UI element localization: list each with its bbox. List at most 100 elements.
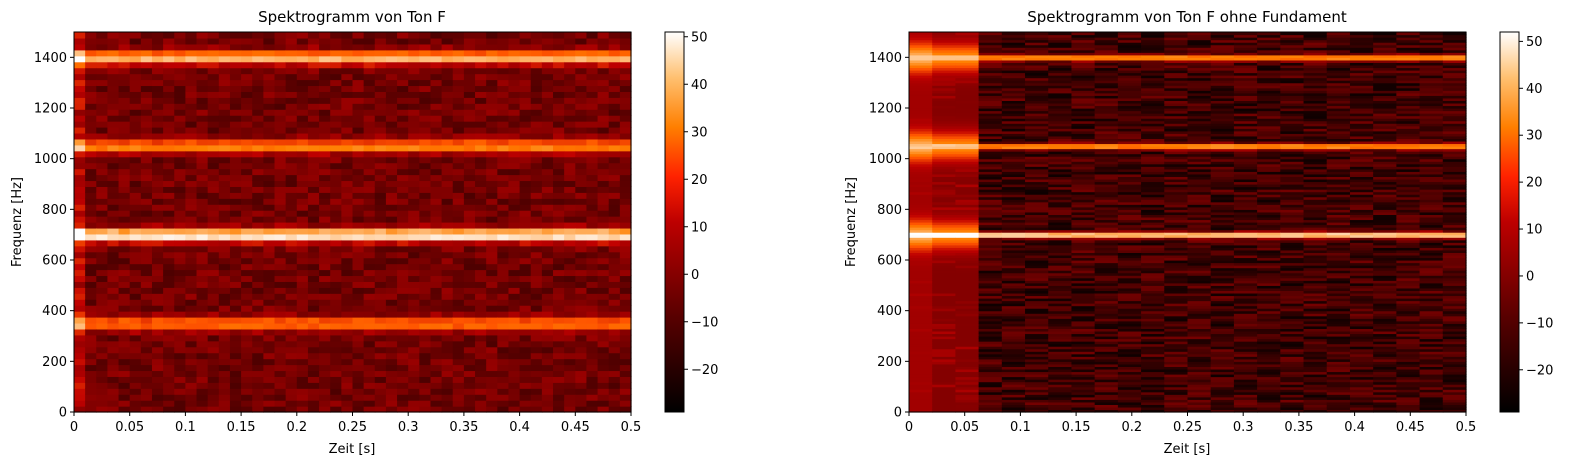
heatmap-cell [530,138,543,146]
heatmap-cell [341,239,354,247]
heatmap-cell [74,97,86,104]
heatmap-cell [408,346,420,354]
heatmap-cell [229,251,242,259]
heatmap-cell [1071,57,1096,61]
heatmap-cell [374,192,387,199]
heatmap-cell [619,115,632,122]
heatmap-cell [430,305,443,312]
heatmap-cell [978,315,1003,319]
heatmap-cell [1001,143,1026,147]
heatmap-cell [1025,77,1049,81]
heatmap-cell [486,186,498,193]
heatmap-cell [541,233,554,241]
heatmap-cell [586,352,599,360]
heatmap-cell [1025,300,1049,304]
heatmap-cell [1141,123,1165,127]
heatmap-cell [1164,247,1189,251]
heatmap-cell [955,310,980,314]
heatmap-cell [1141,156,1165,160]
heatmap-2 [909,32,1467,413]
heatmap-cell [330,67,342,75]
heatmap-cell [1164,379,1189,383]
heatmap-cell [978,62,1003,66]
heatmap-cell [85,79,97,87]
heatmap-cell [385,97,398,104]
heatmap-cell [341,275,354,282]
heatmap-cell [530,115,543,122]
heatmap-cell [608,43,621,51]
heatmap-cell [1001,156,1026,160]
heatmap-cell [140,186,153,193]
heatmap-cell [619,251,632,259]
heatmap-cell [932,308,957,312]
heatmap-cell [1048,37,1073,41]
heatmap-cell [263,32,276,39]
heatmap-cell [129,115,142,122]
heatmap-cell [1071,158,1096,162]
heatmap-cell [475,192,487,199]
heatmap-cell [1071,80,1096,84]
heatmap-cell [955,391,980,395]
heatmap-cell [608,334,621,342]
heatmap-cell [385,281,398,288]
heatmap-cell [129,227,142,235]
heatmap-cell [909,168,933,172]
heatmap-cell [430,174,443,182]
heatmap-cell [1001,320,1026,324]
heatmap-cell [463,32,476,39]
heatmap-cell [218,67,231,75]
heatmap-cell [608,311,621,318]
heatmap-cell [508,85,521,92]
heatmap-cell [932,171,957,175]
heatmap-cell [430,162,443,170]
heatmap-cell [955,358,980,362]
heatmap-cell [1094,381,1119,385]
heatmap-cell [932,285,957,289]
heatmap-cell [508,49,521,57]
heatmap-cell [1117,409,1142,413]
heatmap-cell [955,260,980,264]
heatmap-cell [252,263,264,271]
heatmap-cell [397,257,409,265]
heatmap-cell [397,210,409,217]
heatmap-cell [397,376,409,383]
heatmap-cell [419,198,432,205]
heatmap-cell [978,330,1003,335]
heatmap-cell [497,376,510,383]
heatmap-cell [519,233,532,241]
heatmap-cell [330,61,342,69]
heatmap-cell [1141,348,1165,352]
heatmap-cell [1025,381,1049,385]
heatmap-cell [1001,57,1026,61]
heatmap-cell [1071,227,1096,231]
heatmap-cell [252,186,264,193]
heatmap-cell [430,91,443,98]
heatmap-cell [978,351,1003,355]
heatmap-cell [463,257,476,265]
heatmap-cell [553,168,565,176]
heatmap-cell [1117,166,1142,170]
heatmap-cell [955,209,980,213]
heatmap-cell [1048,216,1073,221]
heatmap-cell [586,299,599,306]
heatmap-cell [978,320,1003,324]
heatmap-cell [241,299,253,306]
heatmap-cell [1071,82,1096,86]
heatmap-cell [619,192,632,199]
heatmap-cell [285,263,298,271]
heatmap-cell [1001,47,1026,51]
heatmap-cell [151,115,164,122]
heatmap-cell [1071,75,1096,79]
heatmap-cell [263,269,276,277]
heatmap-cell [285,32,298,39]
heatmap-cell [163,322,175,330]
heatmap-cell [1071,285,1096,289]
heatmap-cell [374,245,387,253]
heatmap-cell [397,97,409,104]
heatmap-cell [955,153,980,157]
heatmap-cell [107,257,120,265]
heatmap-cell [955,115,980,119]
heatmap-cell [408,156,420,164]
heatmap-cell [397,67,409,75]
heatmap-cell [1001,59,1026,63]
